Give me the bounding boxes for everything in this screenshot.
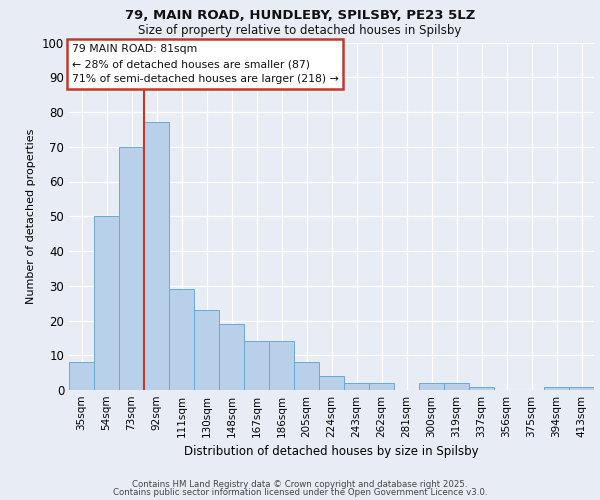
Bar — [219, 324, 244, 390]
Text: Contains public sector information licensed under the Open Government Licence v3: Contains public sector information licen… — [113, 488, 487, 497]
Bar — [144, 122, 169, 390]
Bar — [269, 342, 294, 390]
Bar — [344, 383, 369, 390]
Bar — [69, 362, 94, 390]
Bar — [244, 342, 269, 390]
X-axis label: Distribution of detached houses by size in Spilsby: Distribution of detached houses by size … — [184, 446, 479, 458]
Text: 79 MAIN ROAD: 81sqm
← 28% of detached houses are smaller (87)
71% of semi-detach: 79 MAIN ROAD: 81sqm ← 28% of detached ho… — [71, 44, 338, 84]
Bar — [469, 386, 494, 390]
Text: 79, MAIN ROAD, HUNDLEBY, SPILSBY, PE23 5LZ: 79, MAIN ROAD, HUNDLEBY, SPILSBY, PE23 5… — [125, 9, 475, 22]
Text: Size of property relative to detached houses in Spilsby: Size of property relative to detached ho… — [139, 24, 461, 37]
Bar — [444, 383, 469, 390]
Bar — [194, 310, 219, 390]
Bar — [294, 362, 319, 390]
Bar — [119, 147, 144, 390]
Bar — [94, 216, 119, 390]
Bar — [369, 383, 394, 390]
Text: Contains HM Land Registry data © Crown copyright and database right 2025.: Contains HM Land Registry data © Crown c… — [132, 480, 468, 489]
Bar — [419, 383, 444, 390]
Y-axis label: Number of detached properties: Number of detached properties — [26, 128, 37, 304]
Bar — [319, 376, 344, 390]
Bar — [569, 386, 594, 390]
Bar — [169, 289, 194, 390]
Bar — [544, 386, 569, 390]
